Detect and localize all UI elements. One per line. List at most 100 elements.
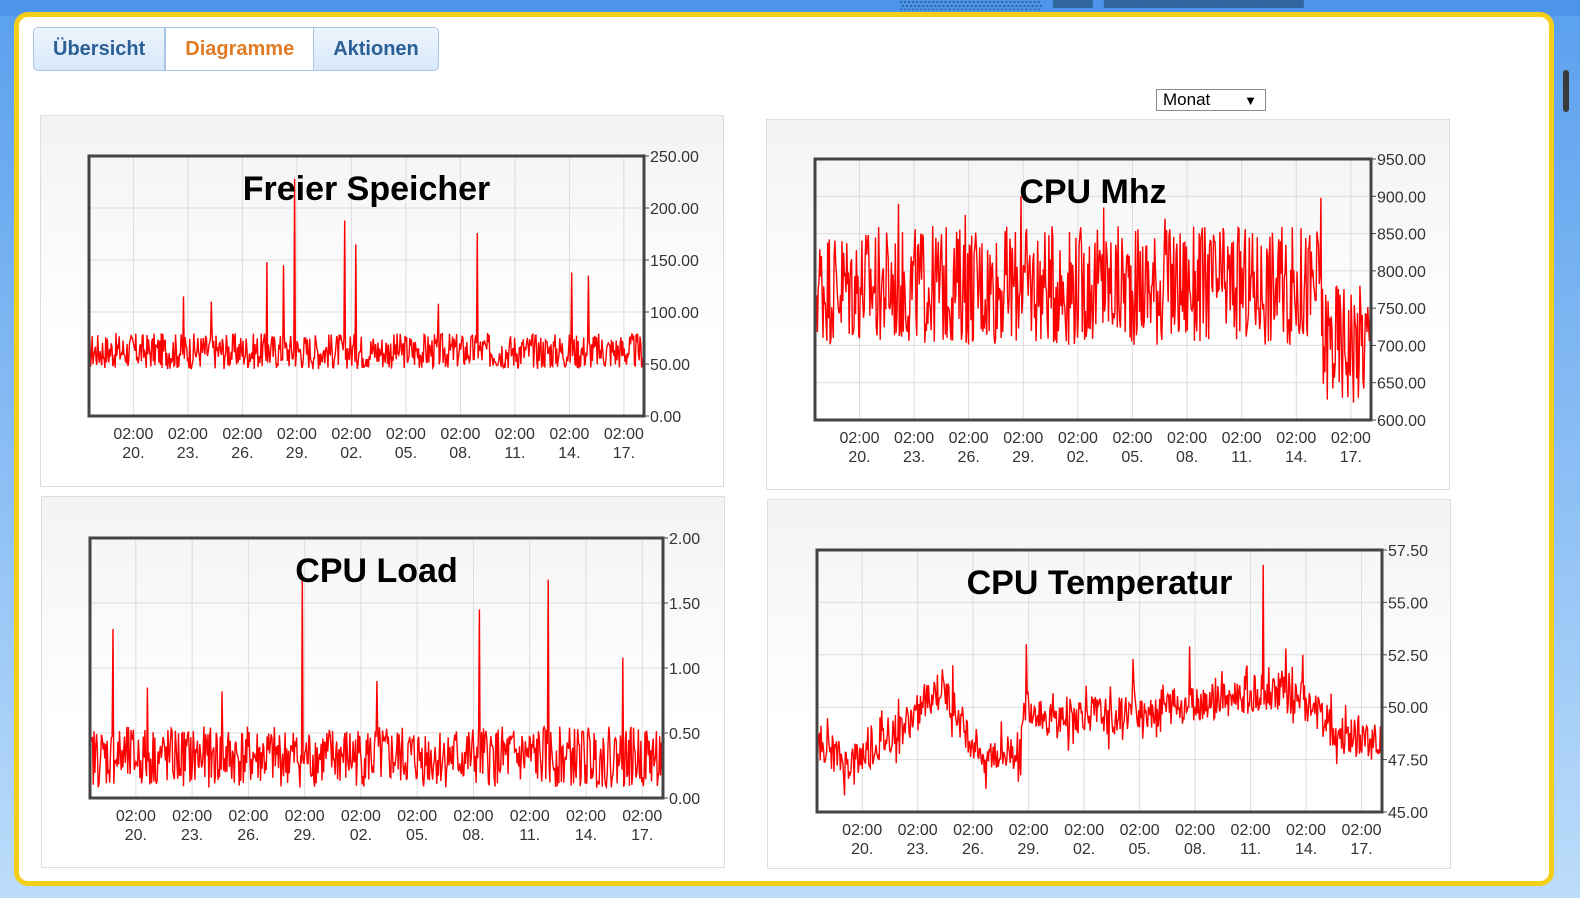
- x-tick-label-day: 26.: [958, 449, 980, 466]
- x-tick-label-day: 17.: [631, 827, 653, 844]
- y-tick-label: 150.00: [650, 253, 699, 270]
- x-tick-label-time: 02:00: [341, 808, 381, 825]
- x-tick-label-time: 02:00: [1175, 822, 1215, 839]
- chart-title: CPU Mhz: [1019, 173, 1166, 211]
- y-tick-label: 800.00: [1377, 264, 1426, 281]
- x-tick-label-day: 29.: [1012, 449, 1034, 466]
- x-tick-label-time: 02:00: [953, 822, 993, 839]
- x-tick-label-day: 23.: [907, 841, 929, 858]
- chart-svg: CPU Temperatur 45.00 47.50 50.00 52.50 55.00 5…: [815, 543, 1428, 858]
- x-tick-label-day: 29.: [286, 445, 308, 462]
- x-tick-label-day: 11.: [519, 827, 540, 844]
- x-tick-label-time: 02:00: [1112, 430, 1152, 447]
- x-tick-label-time: 02:00: [113, 426, 153, 443]
- chart-panel-cpu-temperatur: CPU Temperatur 45.00 47.50 50.00 52.50 55.00 5…: [767, 499, 1451, 869]
- x-tick-label-day: 11.: [1240, 841, 1261, 858]
- y-tick-label: 45.00: [1388, 805, 1428, 822]
- x-tick-label-day: 23.: [177, 445, 199, 462]
- chart-svg: CPU Load 0.00 0.50 1.00 1.50 2.00 02:00 20. 02:0…: [88, 531, 700, 844]
- series-line: [88, 178, 645, 371]
- tab-uebersicht[interactable]: Übersicht: [34, 28, 166, 70]
- y-tick-label: 950.00: [1377, 152, 1426, 169]
- y-tick-label: 57.50: [1388, 543, 1428, 560]
- chart-title: CPU Temperatur: [967, 564, 1233, 602]
- series-line: [816, 564, 1383, 796]
- chart-title: CPU Load: [295, 552, 457, 590]
- y-tick-label: 52.50: [1388, 648, 1428, 665]
- tab-diagramme[interactable]: Diagramme: [165, 27, 315, 71]
- x-tick-label-time: 02:00: [222, 426, 262, 443]
- y-tick-label: 1.50: [669, 596, 700, 613]
- x-tick-label-time: 02:00: [172, 808, 212, 825]
- x-tick-label-time: 02:00: [1120, 822, 1160, 839]
- x-tick-label-day: 17.: [1340, 449, 1362, 466]
- x-tick-label-time: 02:00: [168, 426, 208, 443]
- x-tick-label-time: 02:00: [604, 426, 644, 443]
- y-tick-label: 200.00: [650, 201, 699, 218]
- x-tick-label-day: 05.: [1128, 841, 1150, 858]
- x-tick-label-time: 02:00: [386, 426, 426, 443]
- x-tick-label-day: 05.: [406, 827, 428, 844]
- x-tick-label-day: 11.: [504, 445, 525, 462]
- x-tick-label-time: 02:00: [566, 808, 606, 825]
- x-tick-label-day: 02.: [1067, 449, 1089, 466]
- x-tick-label-time: 02:00: [1003, 430, 1043, 447]
- x-tick-label-time: 02:00: [1331, 430, 1371, 447]
- y-tick-label: 50.00: [650, 357, 690, 374]
- x-tick-label-day: 23.: [903, 449, 925, 466]
- y-tick-label: 55.00: [1388, 595, 1428, 612]
- y-tick-label: 850.00: [1377, 227, 1426, 244]
- x-tick-label-day: 17.: [1350, 841, 1372, 858]
- x-tick-label-time: 02:00: [277, 426, 317, 443]
- y-tick-label: 50.00: [1388, 700, 1428, 717]
- y-tick-label: 650.00: [1377, 376, 1426, 393]
- x-tick-label-day: 14.: [558, 445, 580, 462]
- x-tick-label-day: 02.: [1073, 841, 1095, 858]
- x-tick-label-day: 20.: [848, 449, 870, 466]
- plot-area-border: [813, 157, 1373, 422]
- x-tick-label-day: 05.: [1121, 449, 1143, 466]
- time-range-select[interactable]: Monat ▼: [1156, 89, 1266, 111]
- chart-title: Freier Speicher: [243, 170, 491, 208]
- x-tick-label-time: 02:00: [1058, 430, 1098, 447]
- main-frame: Übersicht Diagramme Aktionen Monat ▼ Fre…: [14, 12, 1554, 886]
- y-tick-label: 750.00: [1377, 301, 1426, 318]
- x-tick-label-time: 02:00: [842, 822, 882, 839]
- x-tick-label-day: 14.: [1295, 841, 1317, 858]
- x-tick-label-time: 02:00: [622, 808, 662, 825]
- y-tick-label: 0.00: [669, 791, 700, 808]
- y-tick-label: 600.00: [1377, 413, 1426, 430]
- x-tick-label-time: 02:00: [495, 426, 535, 443]
- tab-aktionen[interactable]: Aktionen: [333, 38, 419, 60]
- x-tick-label-day: 02.: [350, 827, 372, 844]
- x-tick-label-day: 20.: [851, 841, 873, 858]
- x-tick-label-day: 17.: [613, 445, 635, 462]
- x-tick-label-day: 02.: [340, 445, 362, 462]
- x-tick-label-time: 02:00: [397, 808, 437, 825]
- series-line: [89, 574, 664, 790]
- tab-bar: Übersicht Diagramme Aktionen: [33, 27, 439, 71]
- x-tick-label-time: 02:00: [1342, 822, 1382, 839]
- scrollbar-thumb[interactable]: [1563, 70, 1569, 112]
- x-tick-label-time: 02:00: [228, 808, 268, 825]
- dropdown-arrow-icon: ▼: [1244, 93, 1257, 108]
- header-logo: ▒▒▒▒▒ ▬ ▬▬▬▬▬: [900, 0, 1540, 10]
- x-tick-label-day: 26.: [237, 827, 259, 844]
- y-tick-label: 900.00: [1377, 189, 1426, 206]
- x-tick-label-day: 08.: [1184, 841, 1206, 858]
- series-line: [814, 196, 1372, 403]
- y-tick-label: 2.00: [669, 531, 700, 548]
- x-tick-label-time: 02:00: [1167, 430, 1207, 447]
- x-tick-label-time: 02:00: [331, 426, 371, 443]
- chart-panel-cpu-load: CPU Load 0.00 0.50 1.00 1.50 2.00 02:00 20. 02:0…: [41, 496, 725, 868]
- x-tick-label-time: 02:00: [1222, 430, 1262, 447]
- chart-panel-cpu-mhz: CPU Mhz 600.00 650.00 700.00 750.00 800.00 850…: [766, 119, 1450, 490]
- chart-panel-freier-speicher: Freier Speicher 0.00 50.00 100.00 150.00 200.…: [40, 115, 724, 487]
- x-tick-label-time: 02:00: [453, 808, 493, 825]
- x-tick-label-day: 14.: [1285, 449, 1307, 466]
- x-tick-label-time: 02:00: [1286, 822, 1326, 839]
- x-tick-label-time: 02:00: [440, 426, 480, 443]
- x-tick-label-day: 14.: [575, 827, 597, 844]
- y-tick-label: 1.00: [669, 661, 700, 678]
- x-tick-label-day: 05.: [395, 445, 417, 462]
